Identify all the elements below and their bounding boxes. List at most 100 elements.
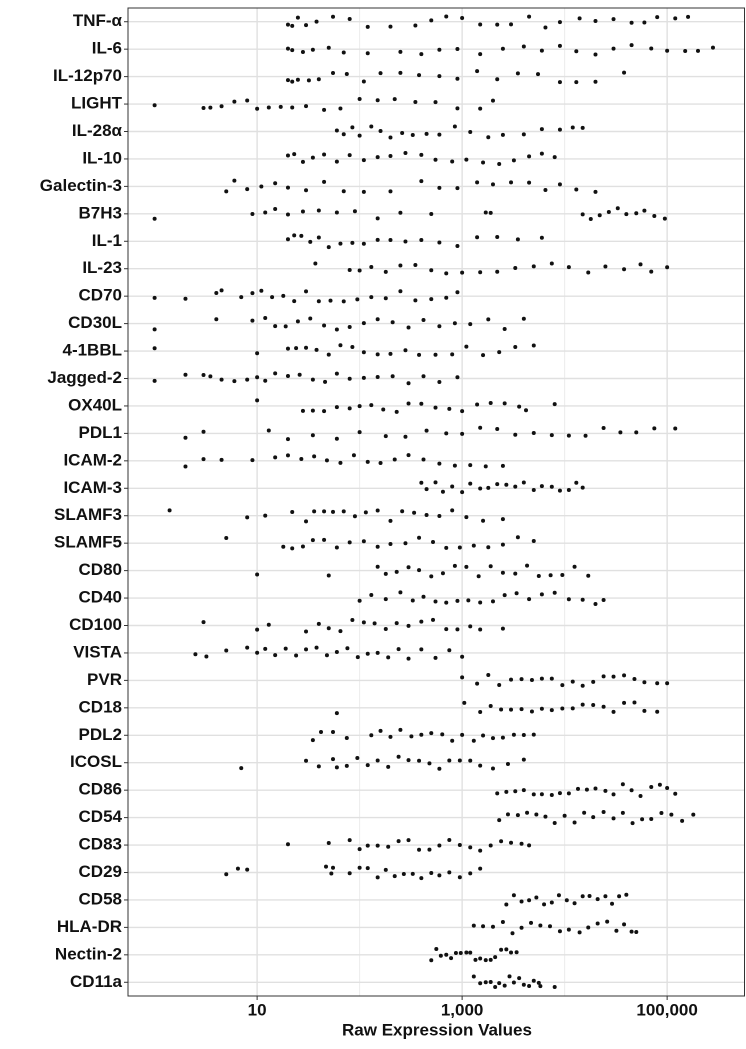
dot xyxy=(437,379,442,384)
dot xyxy=(549,261,554,266)
dot xyxy=(357,96,362,101)
dot xyxy=(341,299,346,304)
dot xyxy=(464,344,469,349)
dot xyxy=(634,930,639,935)
dot xyxy=(273,181,278,186)
dot xyxy=(347,16,352,21)
dot xyxy=(548,924,553,929)
dot xyxy=(285,22,290,27)
dot xyxy=(378,460,383,465)
dot xyxy=(593,19,598,24)
dot xyxy=(365,24,370,29)
dot xyxy=(398,49,403,54)
dot xyxy=(310,538,315,543)
dot xyxy=(490,98,495,103)
dot xyxy=(316,764,321,769)
dot xyxy=(513,266,518,271)
dot xyxy=(255,106,260,111)
dot xyxy=(504,789,509,794)
y-tick-label: CD30L xyxy=(68,313,122,332)
dot xyxy=(527,843,532,848)
dot xyxy=(394,621,399,626)
dot xyxy=(324,458,329,463)
dot xyxy=(278,104,283,109)
dot xyxy=(457,875,462,880)
dot xyxy=(552,985,557,990)
dot xyxy=(514,591,519,596)
dot xyxy=(152,295,157,300)
dot xyxy=(433,480,438,485)
dot xyxy=(310,377,315,382)
dot xyxy=(310,47,315,52)
dot xyxy=(314,645,319,650)
dot xyxy=(322,323,327,328)
dot xyxy=(549,900,554,905)
dot xyxy=(304,647,309,652)
y-tick-label: 4-1BBL xyxy=(62,341,122,360)
dot xyxy=(406,565,411,570)
dot xyxy=(347,153,352,158)
dot xyxy=(310,738,315,743)
dot xyxy=(552,821,557,826)
dot xyxy=(495,482,500,487)
dot xyxy=(543,25,548,30)
dot xyxy=(417,847,422,852)
dot xyxy=(281,544,286,549)
dot xyxy=(539,151,544,156)
dot xyxy=(338,343,343,348)
y-tick-label: TNF-α xyxy=(73,11,123,30)
dot xyxy=(595,897,600,902)
dot xyxy=(421,374,426,379)
dot xyxy=(304,289,309,294)
dot xyxy=(250,318,255,323)
dot xyxy=(444,271,449,276)
dot xyxy=(334,711,339,716)
dot xyxy=(629,43,634,48)
dot xyxy=(490,182,495,187)
dot xyxy=(273,653,278,658)
dot xyxy=(270,295,275,300)
dot xyxy=(383,626,388,631)
dot xyxy=(580,597,585,602)
dot xyxy=(433,157,438,162)
dot xyxy=(369,264,374,269)
dot xyxy=(193,652,198,657)
dot xyxy=(406,623,411,628)
dot xyxy=(406,656,411,661)
dot xyxy=(183,464,188,469)
dot xyxy=(511,893,516,898)
dot xyxy=(201,373,206,378)
dot xyxy=(245,98,250,103)
dot xyxy=(493,985,498,990)
dot xyxy=(655,709,660,714)
dot xyxy=(204,654,209,659)
dot xyxy=(361,241,366,246)
dot xyxy=(313,261,318,266)
dot xyxy=(620,810,625,815)
dot xyxy=(334,159,339,164)
dot xyxy=(624,892,629,897)
dot xyxy=(659,811,664,816)
dot xyxy=(300,159,305,164)
dot xyxy=(421,457,426,462)
dot xyxy=(478,981,483,986)
dot xyxy=(630,821,635,826)
dot xyxy=(322,409,327,414)
dot xyxy=(464,564,469,569)
dot xyxy=(488,979,493,984)
dot xyxy=(352,514,357,519)
dot xyxy=(665,48,670,53)
dot xyxy=(429,268,434,273)
dot xyxy=(338,106,343,111)
dot xyxy=(634,430,639,435)
dot xyxy=(601,674,606,679)
dot xyxy=(361,539,366,544)
dot xyxy=(323,379,328,384)
dot xyxy=(406,325,411,330)
dot xyxy=(365,651,370,656)
dot xyxy=(478,848,483,853)
dot xyxy=(355,655,360,660)
dot xyxy=(475,235,480,240)
dot xyxy=(285,153,290,158)
dot xyxy=(219,457,224,462)
